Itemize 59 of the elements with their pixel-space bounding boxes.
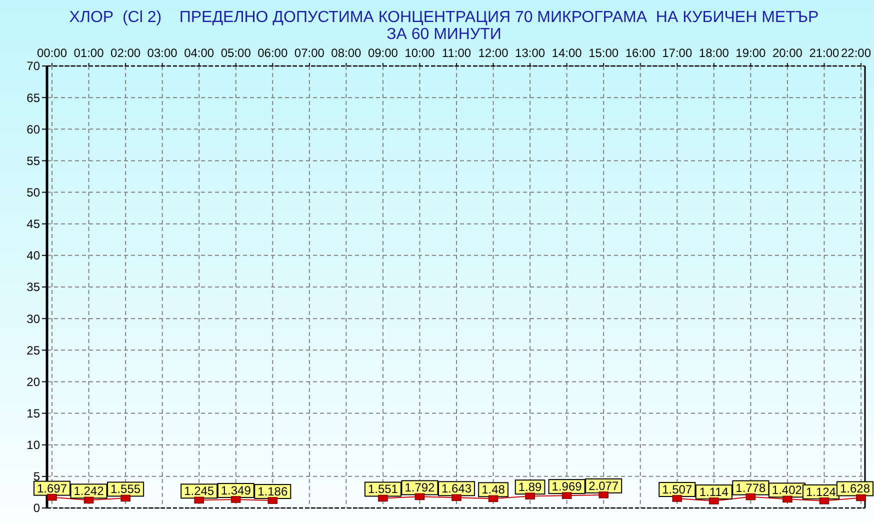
x-tick-label: 21:00 [809, 46, 840, 60]
data-label: 1.969 [552, 480, 582, 494]
data-label: 1.89 [518, 480, 542, 494]
x-tick-label: 15:00 [588, 46, 619, 60]
y-tick-label: 55 [26, 154, 40, 168]
y-tick-label: 0 [33, 501, 40, 516]
data-label: 1.792 [404, 480, 436, 495]
data-label: 1.114 [699, 484, 729, 499]
y-tick-label: 15 [26, 406, 40, 420]
x-tick-label: 19:00 [736, 46, 766, 60]
x-tick-label: 00:00 [36, 46, 68, 60]
data-label: 1.643 [441, 482, 472, 496]
data-label: 1.124 [806, 484, 836, 499]
y-tick-label: 65 [26, 90, 40, 105]
y-tick-label: 30 [26, 312, 40, 326]
x-tick-label: 22:00 [840, 46, 872, 60]
data-label: 1.778 [736, 480, 766, 495]
y-tick-label: 40 [26, 248, 40, 263]
data-label: 1.245 [184, 484, 214, 498]
x-tick-label: 03:00 [147, 46, 178, 60]
data-label: 1.555 [110, 482, 141, 496]
y-tick-label: 5 [33, 470, 40, 484]
data-label: 1.507 [662, 482, 692, 496]
y-tick-label: 25 [26, 343, 40, 358]
x-tick-label: 02:00 [110, 46, 141, 60]
chart-title: ХЛОР (Cl 2) ПРЕДЕЛНО ДОПУСТИМА КОНЦЕНТРАЦИЯ 70 МИКРОГРАМА НА КУБИЧЕН МЕТЪР [69, 9, 819, 26]
data-label: 1.186 [258, 484, 288, 499]
y-tick-label: 50 [26, 185, 40, 200]
y-tick-label: 20 [26, 374, 40, 389]
data-label: 2.077 [588, 478, 619, 493]
x-tick-label: 05:00 [220, 46, 252, 60]
y-tick-label: 60 [26, 122, 40, 136]
y-tick-label: 45 [26, 217, 40, 232]
y-tick-label: 10 [26, 438, 40, 452]
x-tick-label: 16:00 [625, 46, 656, 60]
x-tick-label: 08:00 [331, 46, 362, 60]
data-label: 1.242 [74, 484, 104, 498]
x-tick-label: 18:00 [698, 46, 730, 60]
data-label: 1.628 [840, 482, 870, 496]
data-label: 1.402 [772, 483, 802, 498]
data-label: 1.551 [368, 482, 398, 496]
x-tick-label: 06:00 [258, 46, 288, 60]
x-tick-label: 11:00 [442, 46, 472, 60]
x-tick-label: 10:00 [404, 46, 436, 60]
data-label: 1.697 [36, 481, 68, 496]
y-tick-label: 35 [26, 280, 40, 294]
x-tick-label: 13:00 [515, 46, 546, 60]
x-tick-label: 12:00 [478, 46, 509, 60]
x-tick-label: 20:00 [772, 46, 803, 60]
y-tick-label: 70 [26, 59, 40, 74]
x-tick-label: 17:00 [662, 46, 692, 60]
x-tick-label: 04:00 [184, 46, 214, 60]
chart-subtitle: ЗА 60 МИНУТИ [386, 26, 502, 43]
x-tick-label: 14:00 [552, 46, 582, 60]
x-tick-label: 01:00 [74, 46, 104, 60]
x-tick-label: 07:00 [294, 46, 325, 60]
x-tick-label: 09:00 [368, 46, 398, 60]
data-label: 1.349 [220, 483, 252, 498]
data-label: 1.48 [482, 482, 506, 497]
